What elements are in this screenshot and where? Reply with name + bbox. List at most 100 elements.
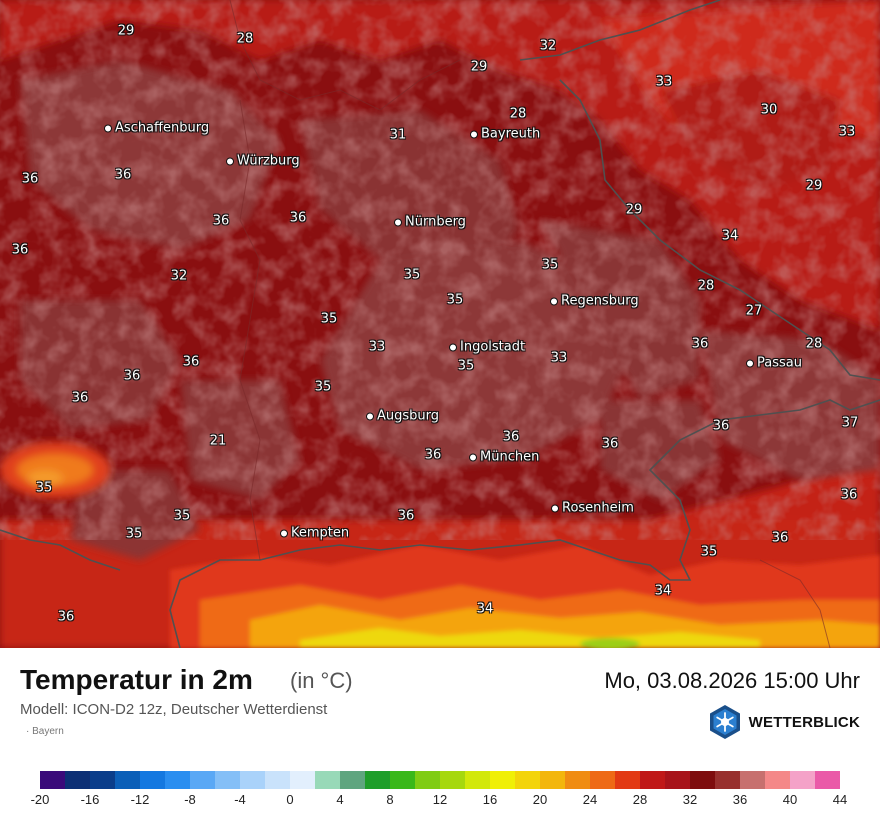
legend-swatch: [215, 771, 240, 789]
region-label: · Bayern: [26, 726, 64, 737]
legend-ticks: -20 -16 -12 -8 -4 0 4 8 12 16 20 24 28 32 36 40 44: [31, 792, 848, 810]
city-marker[interactable]: Rosenheim: [551, 501, 634, 516]
temperature-value: 28: [509, 106, 527, 122]
legend-tick-label: -12: [130, 792, 150, 807]
city-marker[interactable]: Bayreuth: [470, 127, 540, 142]
city-marker[interactable]: Würzburg: [226, 154, 300, 169]
legend-swatch: [90, 771, 115, 789]
city-dot-icon: [469, 453, 477, 461]
city-dot-icon: [280, 529, 288, 537]
temperature-value: 34: [476, 601, 494, 617]
field-cool-spot: [0, 442, 110, 498]
forecast-datetime: Mo, 03.08.2026 15:00 Uhr: [604, 668, 860, 693]
city-dot-icon: [226, 157, 234, 165]
temperature-value: 36: [114, 167, 132, 183]
temperature-value: 36: [289, 210, 307, 226]
temperature-value: 34: [654, 583, 672, 599]
temperature-value: 29: [805, 178, 823, 194]
legend-tick-label: -4: [234, 792, 246, 807]
temperature-value: 35: [125, 526, 143, 542]
city-name: Regensburg: [561, 293, 639, 309]
legend-swatch: [540, 771, 565, 789]
temperature-map[interactable]: Aschaffenburg Würzburg Bayreuth Nürnberg Reg…: [0, 0, 880, 648]
legend-swatch: [740, 771, 765, 789]
temperature-value: 35: [446, 292, 464, 308]
legend-tick-label: 36: [732, 792, 748, 807]
legend-tick-label: 32: [682, 792, 698, 807]
temperature-value: 34: [721, 228, 739, 244]
legend-swatch: [190, 771, 215, 789]
city-marker[interactable]: Ingolstadt: [449, 340, 525, 355]
city-dot-icon: [470, 130, 478, 138]
city-dot-icon: [394, 218, 402, 226]
city-marker[interactable]: Kempten: [280, 526, 349, 541]
temperature-value: 36: [840, 487, 858, 503]
legend-swatch: [315, 771, 340, 789]
temperature-value: 29: [625, 202, 643, 218]
city-name: München: [480, 449, 540, 465]
legend-swatch: [790, 771, 815, 789]
temperature-value: 35: [457, 358, 475, 374]
temperature-value: 36: [123, 368, 141, 384]
temperature-value: 33: [550, 350, 568, 366]
temperature-value: 30: [760, 102, 778, 118]
legend-swatch: [765, 771, 790, 789]
country-borders: [0, 0, 880, 648]
city-marker[interactable]: Aschaffenburg: [104, 121, 209, 136]
legend-swatch: [340, 771, 365, 789]
legend-swatch: [415, 771, 440, 789]
temperature-value: 36: [397, 508, 415, 524]
map-background: [0, 0, 880, 648]
legend-tick-label: 12: [432, 792, 448, 807]
legend-swatch: [365, 771, 390, 789]
temperature-value: 35: [403, 267, 421, 283]
temperature-value: 35: [35, 480, 53, 496]
city-marker[interactable]: München: [469, 450, 539, 465]
city-marker[interactable]: Augsburg: [366, 409, 439, 424]
city-name: Kempten: [291, 525, 350, 541]
field-alps: [170, 545, 880, 648]
unit-label: (in °C): [290, 668, 353, 693]
temperature-value: 21: [209, 433, 227, 449]
temperature-value: 31: [389, 127, 407, 143]
city-dot-icon: [366, 412, 374, 420]
temperature-value: 36: [57, 609, 75, 625]
legend-tick-label: 28: [632, 792, 648, 807]
temperature-value: 35: [314, 379, 332, 395]
temperature-value: 36: [212, 213, 230, 229]
legend-swatch: [65, 771, 90, 789]
sun-snowflake-logo-icon: [709, 705, 740, 739]
city-marker[interactable]: Passau: [746, 356, 802, 371]
temperature-value: 35: [541, 257, 559, 273]
brand-name: WETTERBLICK: [748, 713, 860, 731]
temperature-value: 33: [368, 339, 386, 355]
legend-swatch: [240, 771, 265, 789]
legend-tick-label: 16: [482, 792, 498, 807]
legend-swatch: [665, 771, 690, 789]
legend-tick-label: 20: [532, 792, 548, 807]
temperature-value: 36: [21, 171, 39, 187]
legend-swatch: [590, 771, 615, 789]
legend-swatch: [390, 771, 415, 789]
legend-swatch: [40, 771, 65, 789]
city-name: Rosenheim: [562, 500, 634, 516]
legend-swatch: [815, 771, 840, 789]
temperature-value: 35: [173, 508, 191, 524]
city-marker[interactable]: Nürnberg: [394, 215, 466, 230]
temperature-value: 36: [502, 429, 520, 445]
legend-swatch: [490, 771, 515, 789]
temperature-value: 35: [320, 311, 338, 327]
temperature-value: 29: [470, 59, 488, 75]
legend-tick-label: -20: [30, 792, 50, 807]
temperature-value: 36: [771, 530, 789, 546]
brand-logo[interactable]: WETTERBLICK: [707, 704, 860, 740]
city-name: Ingolstadt: [460, 339, 526, 355]
temperature-value: 33: [838, 124, 856, 140]
legend-swatch: [615, 771, 640, 789]
legend-swatch: [515, 771, 540, 789]
model-info: Modell: ICON-D2 12z, Deutscher Wetterdie…: [20, 701, 328, 718]
city-name: Passau: [757, 355, 802, 371]
city-dot-icon: [551, 504, 559, 512]
legend-swatch: [290, 771, 315, 789]
city-marker[interactable]: Regensburg: [550, 294, 639, 309]
